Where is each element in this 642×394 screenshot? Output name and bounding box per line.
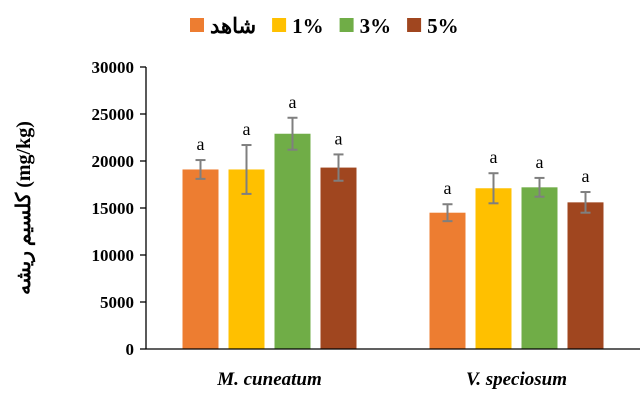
legend-label: 5% bbox=[427, 14, 459, 38]
legend: شاهد 1% 3% 5% bbox=[190, 14, 459, 38]
y-tick-label: 10000 bbox=[92, 246, 135, 265]
bar bbox=[228, 169, 265, 349]
significance-label: a bbox=[335, 128, 343, 148]
x-axis: M. cuneatum V. speciosum bbox=[146, 348, 640, 390]
legend-label: 3% bbox=[360, 14, 392, 38]
significance-label: a bbox=[582, 166, 590, 186]
bar bbox=[182, 169, 219, 349]
bar bbox=[320, 167, 357, 349]
x-category-label: V. speciosum bbox=[466, 369, 567, 390]
legend-swatch bbox=[190, 18, 204, 32]
legend-swatch bbox=[407, 18, 422, 32]
bar bbox=[521, 187, 558, 349]
legend-label: شاهد bbox=[210, 14, 256, 38]
bar bbox=[475, 188, 512, 349]
legend-swatch bbox=[272, 18, 287, 32]
y-axis-label: کلسیم ریشه (mg/kg) bbox=[13, 121, 36, 295]
significance-label: a bbox=[197, 134, 205, 154]
y-tick-label: 25000 bbox=[92, 105, 135, 124]
y-tick-label: 30000 bbox=[92, 58, 135, 77]
bar bbox=[274, 133, 311, 349]
y-tick-label: 0 bbox=[126, 340, 135, 359]
y-tick-label: 5000 bbox=[100, 293, 134, 312]
bars: a a a a a a a a bbox=[182, 92, 604, 349]
x-category-label: M. cuneatum bbox=[216, 369, 322, 390]
significance-label: a bbox=[536, 152, 544, 172]
significance-label: a bbox=[289, 92, 297, 112]
y-tick-label: 20000 bbox=[92, 152, 135, 171]
significance-label: a bbox=[243, 119, 251, 139]
legend-swatch bbox=[339, 18, 354, 32]
significance-label: a bbox=[444, 178, 452, 198]
bar bbox=[567, 202, 604, 349]
y-axis-label-group: کلسیم ریشه (mg/kg) bbox=[13, 121, 36, 295]
significance-label: a bbox=[490, 147, 498, 167]
legend-label: 1% bbox=[292, 14, 324, 38]
y-axis: 0 5000 10000 15000 20000 25000 30000 bbox=[92, 58, 147, 359]
bar bbox=[429, 212, 466, 349]
y-tick-label: 15000 bbox=[92, 199, 135, 218]
